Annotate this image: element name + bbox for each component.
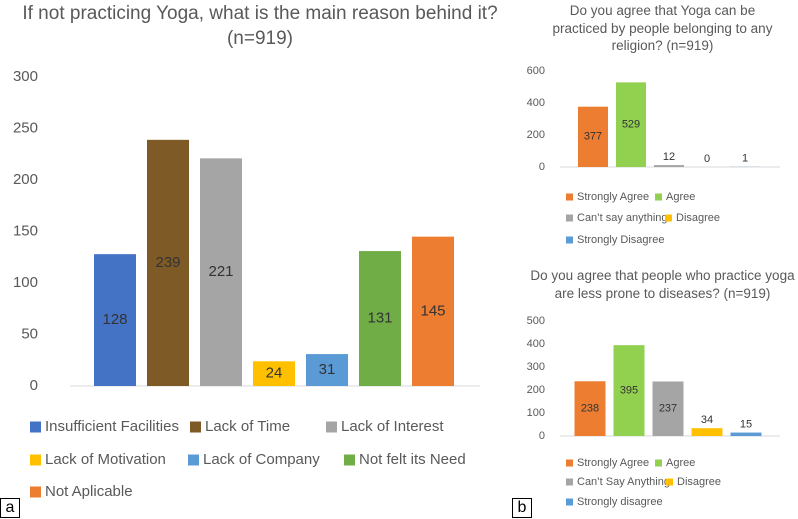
- legend-label: Strongly Agree: [577, 457, 649, 469]
- value-label: 395: [620, 384, 638, 396]
- value-label: 237: [659, 403, 677, 415]
- y-tick-label: 200: [13, 171, 38, 188]
- y-tick-label: 300: [13, 68, 38, 85]
- chart-title: If not practicing Yoga, what is the main…: [22, 3, 498, 49]
- chart-title: Do you agree that Yoga can be practiced …: [552, 3, 773, 54]
- legend-label: Strongly Disagree: [577, 234, 664, 246]
- y-tick-label: 400: [527, 338, 545, 350]
- legend-label: Lack of Interest: [341, 418, 444, 435]
- legend-label: Agree: [666, 191, 695, 203]
- value-label: 145: [420, 302, 445, 319]
- legend-label: Agree: [666, 457, 695, 469]
- bar: [574, 381, 606, 436]
- legend-label: Disagree: [677, 476, 721, 488]
- legend-label: Strongly Agree: [577, 191, 649, 203]
- legend-marker: [188, 454, 199, 466]
- bar: [412, 236, 454, 386]
- bar: [200, 158, 242, 386]
- bar: [654, 165, 684, 167]
- y-tick-label: 200: [527, 384, 545, 396]
- y-tick-label: 100: [527, 407, 545, 419]
- legend-label: Lack of Motivation: [45, 451, 166, 468]
- legend-marker: [566, 498, 573, 506]
- legend-label: Strongly disagree: [577, 496, 663, 508]
- legend-marker: [566, 236, 573, 244]
- legend-marker: [566, 214, 573, 222]
- panel-label: a: [0, 498, 20, 518]
- bar: [652, 381, 684, 436]
- value-label: 15: [740, 418, 752, 430]
- value-label: 24: [266, 365, 283, 382]
- bar: [147, 139, 189, 386]
- legend-marker: [30, 454, 41, 466]
- value-label: 1: [742, 153, 748, 165]
- value-label: 238: [581, 403, 599, 415]
- value-label: 0: [704, 153, 710, 165]
- bar: [578, 106, 608, 167]
- value-label: 377: [584, 131, 602, 143]
- y-tick-label: 0: [30, 377, 38, 394]
- value-label: 31: [319, 361, 336, 378]
- legend-marker: [344, 454, 355, 466]
- bar: [94, 254, 136, 386]
- y-tick-label: 300: [527, 361, 545, 373]
- bar: [730, 432, 762, 436]
- legend-marker: [665, 214, 672, 222]
- legend-marker: [566, 459, 573, 467]
- legend-marker: [655, 459, 662, 467]
- y-tick-label: 200: [527, 129, 545, 141]
- legend-marker: [566, 478, 573, 486]
- y-tick-label: 0: [539, 430, 545, 442]
- y-tick-label: 400: [527, 97, 545, 109]
- legend-label: Insufficient Facilities: [45, 418, 179, 435]
- value-label: 34: [701, 414, 713, 426]
- y-tick-label: 0: [539, 161, 545, 173]
- value-label: 131: [367, 310, 392, 327]
- legend-marker: [190, 421, 201, 433]
- legend-label: Lack of Time: [205, 418, 290, 435]
- value-label: 239: [155, 254, 180, 271]
- legend-label: Can’t say anything: [577, 212, 668, 224]
- value-label: 12: [663, 151, 675, 163]
- y-tick-label: 50: [21, 325, 38, 342]
- legend-label: Not felt its Need: [359, 451, 466, 468]
- legend-label: Lack of Company: [203, 451, 320, 468]
- chart-title: Do you agree that people who practice yo…: [530, 268, 795, 301]
- legend-label: Disagree: [676, 212, 720, 224]
- panel-label: b: [512, 498, 532, 518]
- bar: [613, 345, 645, 436]
- value-label: 128: [102, 311, 127, 328]
- legend-marker: [655, 193, 662, 201]
- legend-marker: [30, 486, 41, 498]
- y-tick-label: 150: [13, 222, 38, 239]
- value-label: 221: [208, 263, 233, 280]
- y-tick-label: 600: [527, 65, 545, 77]
- y-tick-label: 250: [13, 119, 38, 136]
- legend-marker: [30, 421, 41, 433]
- bar: [253, 361, 295, 386]
- legend-marker: [666, 478, 673, 486]
- bar: [691, 428, 723, 436]
- legend-label: Not Aplicable: [45, 483, 133, 500]
- y-tick-label: 500: [527, 315, 545, 327]
- y-tick-label: 100: [13, 274, 38, 291]
- legend-marker: [566, 193, 573, 201]
- bar: [359, 251, 401, 386]
- legend-marker: [326, 421, 337, 433]
- bar: [306, 354, 348, 386]
- value-label: 529: [622, 119, 640, 131]
- bar: [616, 82, 646, 167]
- legend-label: Can’t Say Anything: [577, 476, 670, 488]
